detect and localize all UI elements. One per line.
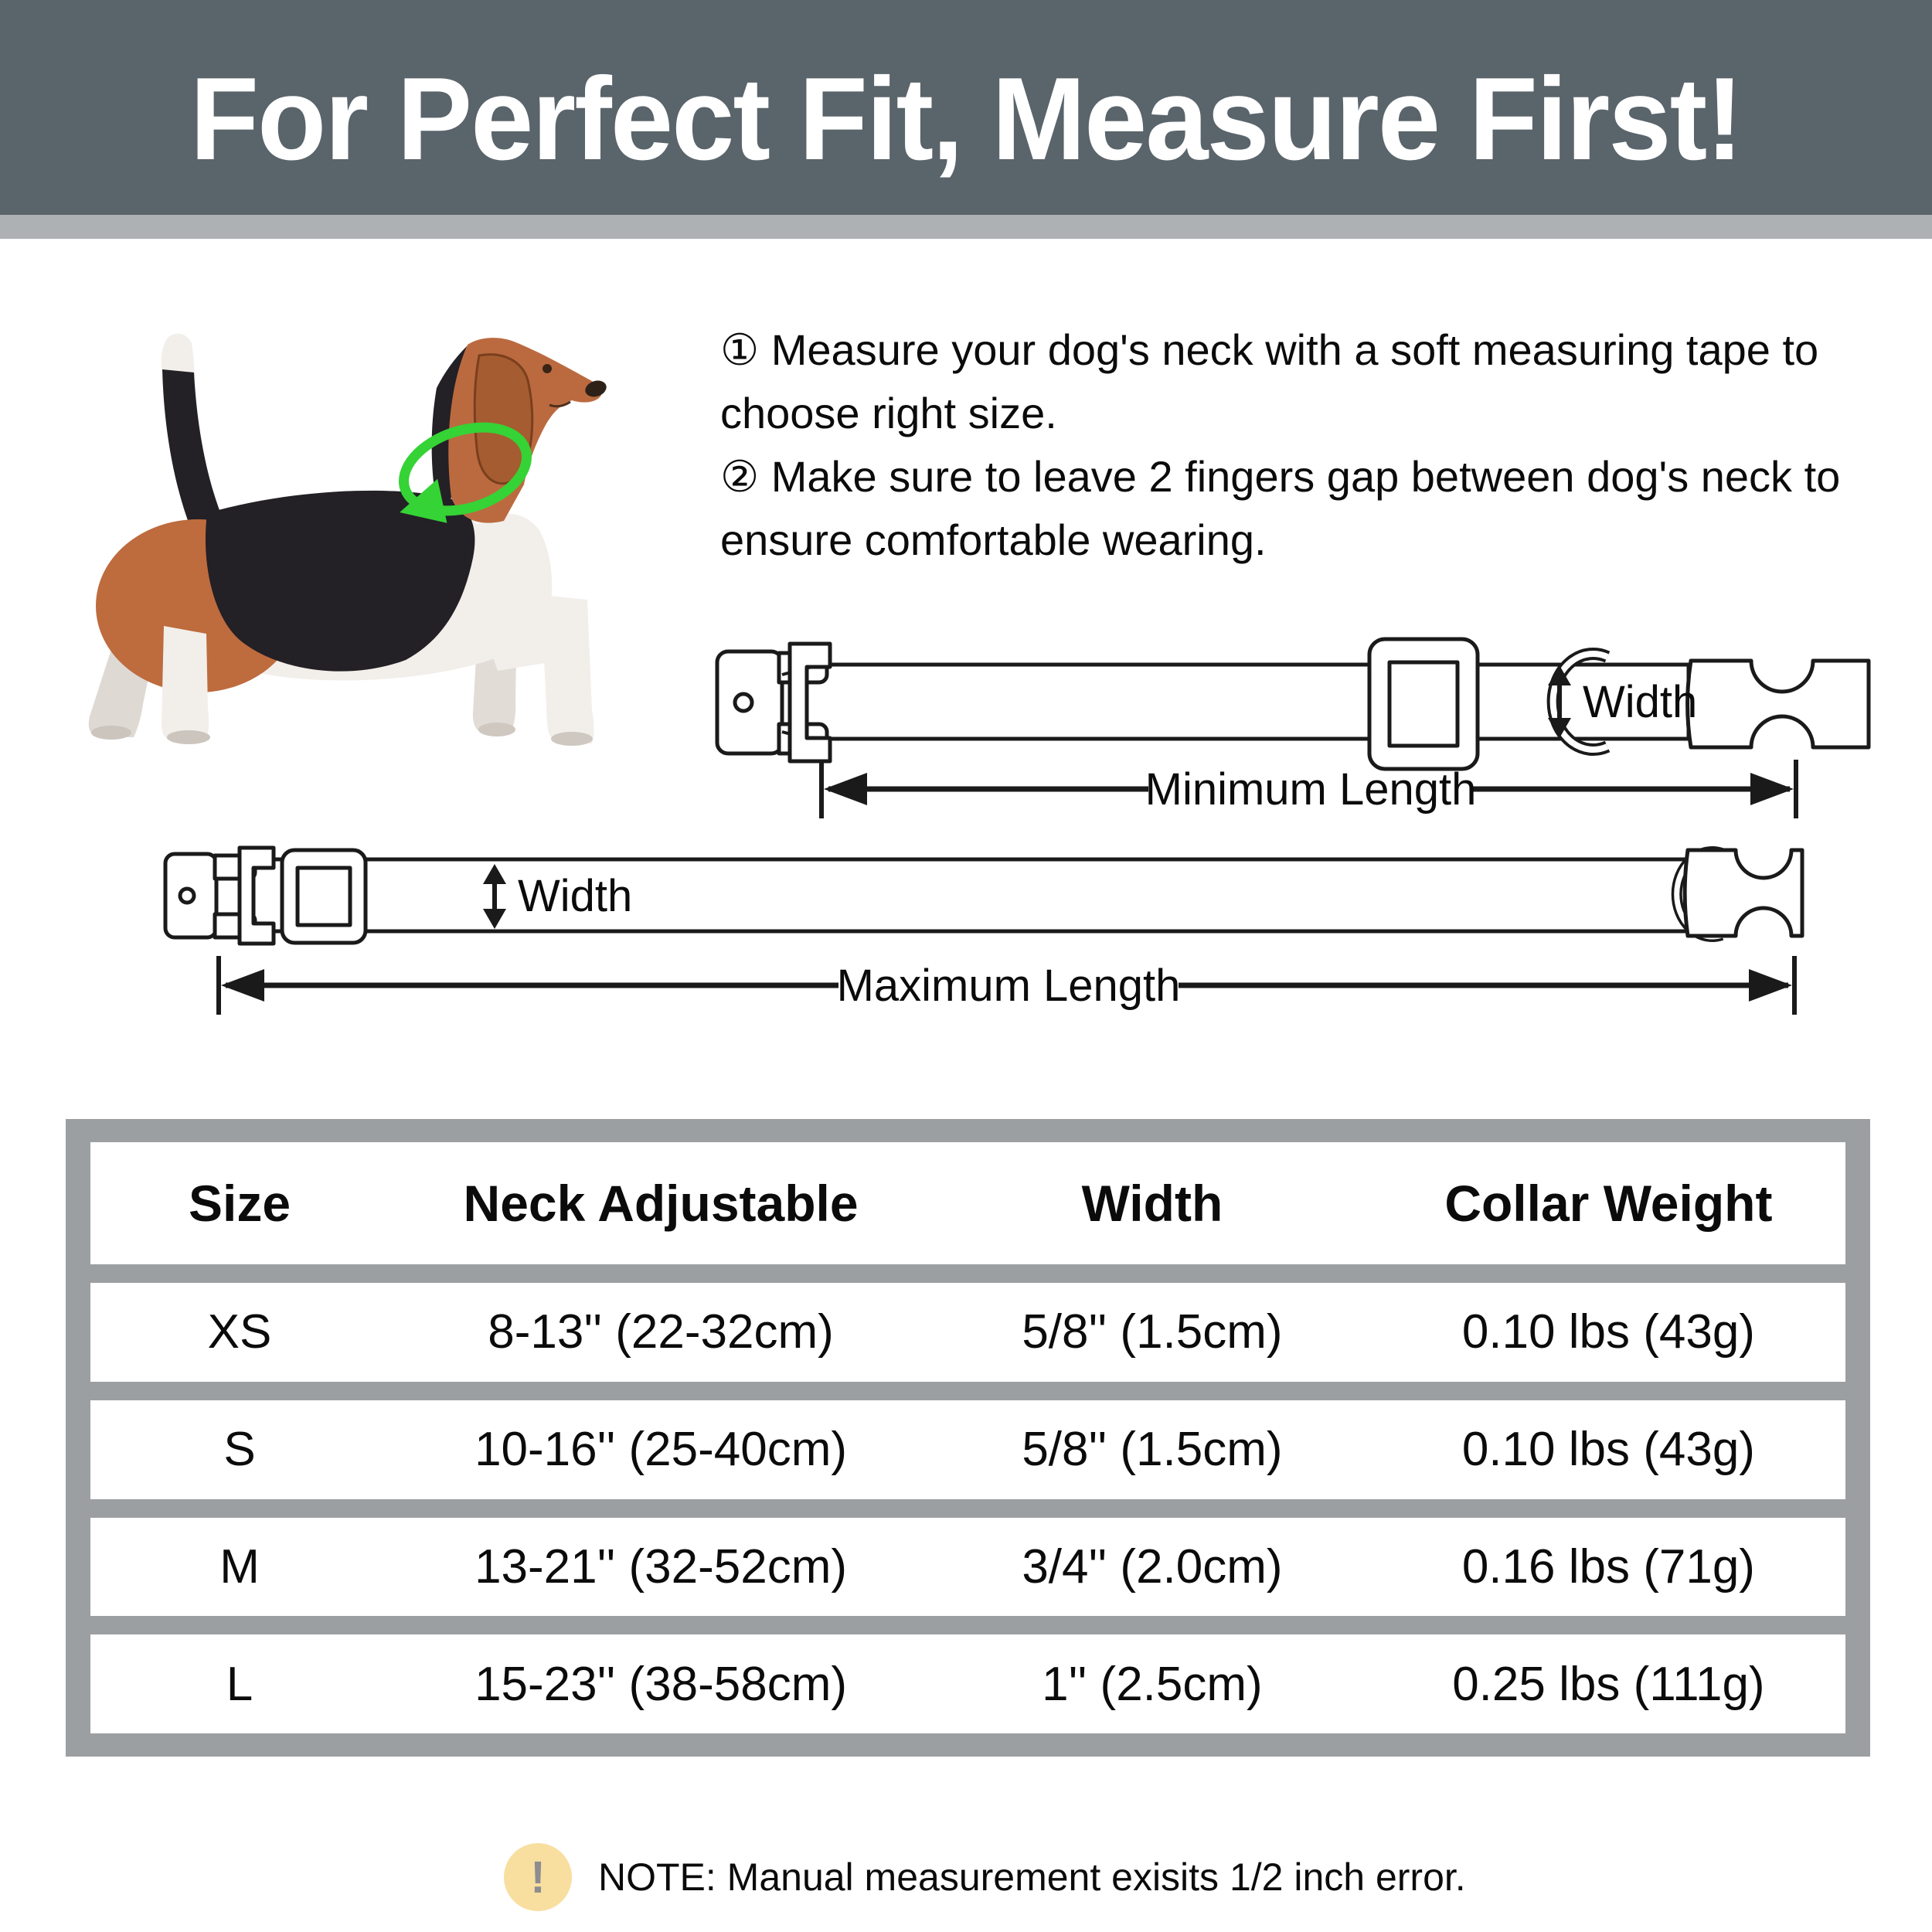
collar-strap xyxy=(801,662,1691,741)
page-title: For Perfect Fit, Measure First! xyxy=(189,53,1743,185)
cell-width: 5/8'' (1.5cm) xyxy=(1022,1305,1283,1359)
width-arrow xyxy=(1548,665,1571,738)
side-release-buckle-icon xyxy=(1685,658,1871,750)
instruction-step1-line1: ① Measure your dog's neck with a soft me… xyxy=(720,325,1819,374)
measuring-tape-icon xyxy=(398,422,532,523)
cell-weight: 0.10 lbs (43g) xyxy=(1461,1305,1755,1359)
buckle-icon xyxy=(163,845,276,946)
dog-tail-white-tip xyxy=(161,333,195,377)
header-neck-adjustable: Neck Adjustable xyxy=(463,1175,859,1232)
dog-tail xyxy=(162,369,225,529)
cell-size: M xyxy=(219,1539,260,1594)
cell-size: S xyxy=(223,1423,256,1477)
header-collar-weight: Collar Weight xyxy=(1444,1175,1773,1232)
max-width-label: Width xyxy=(518,871,632,921)
collar-diagram-minimum: Width Minimum Length xyxy=(715,637,1871,818)
maximum-length-label: Maximum Length xyxy=(837,961,1181,1011)
cell-neck: 10-16'' (25-40cm) xyxy=(474,1423,848,1477)
buckle-icon xyxy=(715,641,832,764)
cell-width: 5/8'' (1.5cm) xyxy=(1022,1423,1283,1477)
cell-neck: 15-23'' (38-58cm) xyxy=(474,1657,848,1711)
cell-weight: 0.25 lbs (111g) xyxy=(1452,1657,1765,1711)
size-table: Size Neck Adjustable Width Collar Weight… xyxy=(66,1119,1870,1757)
cell-size: XS xyxy=(207,1305,272,1359)
cell-size: L xyxy=(226,1657,253,1711)
cell-weight: 0.16 lbs (71g) xyxy=(1461,1539,1755,1594)
dog-mouth xyxy=(549,400,571,408)
header-banner: For Perfect Fit, Measure First! xyxy=(0,0,1932,215)
cell-neck: 8-13'' (22-32cm) xyxy=(488,1305,834,1359)
header-size: Size xyxy=(188,1175,291,1232)
minimum-length-arrow xyxy=(819,760,1798,818)
table-row-l: L 15-23'' (38-58cm) 1'' (2.5cm) 0.25 lbs… xyxy=(90,1634,1845,1733)
dog-front-near-leg xyxy=(541,595,594,743)
header-width: Width xyxy=(1081,1175,1223,1232)
table-row-xs: XS 8-13'' (22-32cm) 5/8'' (1.5cm) 0.10 l… xyxy=(90,1283,1845,1382)
maximum-length-arrow xyxy=(216,956,1797,1015)
collar-strap xyxy=(241,857,1706,934)
d-ring-icon xyxy=(1546,648,1611,756)
banner-strip xyxy=(0,215,1932,239)
cell-width: 3/4'' (2.0cm) xyxy=(1022,1539,1283,1594)
dog-chest xyxy=(475,513,553,671)
instruction-step1-line2: choose right size. xyxy=(720,389,1057,437)
cell-width: 1'' (2.5cm) xyxy=(1042,1657,1263,1711)
dog-eye xyxy=(543,364,552,373)
dog-saddle xyxy=(205,490,475,672)
minimum-length-label: Minimum Length xyxy=(1145,764,1477,815)
dog-illustration xyxy=(88,333,607,746)
slider-icon xyxy=(1367,637,1480,771)
table-header-row: Size Neck Adjustable Width Collar Weight xyxy=(90,1142,1845,1264)
instruction-step2-line2: ensure comfortable wearing. xyxy=(720,515,1267,564)
note-text: NOTE: Manual measurement exisits 1/2 inc… xyxy=(598,1855,1466,1899)
width-arrow xyxy=(483,864,506,929)
side-release-buckle-icon xyxy=(1682,848,1804,938)
cell-neck: 13-21'' (32-52cm) xyxy=(474,1539,848,1594)
dog-nose xyxy=(585,380,607,397)
note: ! NOTE: Manual measurement exisits 1/2 i… xyxy=(504,1843,1466,1911)
table-row-m: M 13-21'' (32-52cm) 3/4'' (2.0cm) 0.16 l… xyxy=(90,1517,1845,1617)
table-row-s: S 10-16'' (25-40cm) 5/8'' (1.5cm) 0.10 l… xyxy=(90,1400,1845,1499)
instruction-step2-line1: ② Make sure to leave 2 fingers gap betwe… xyxy=(720,452,1841,501)
dog-rear-near-leg xyxy=(162,626,209,742)
cell-weight: 0.10 lbs (43g) xyxy=(1461,1423,1755,1477)
instructions: ① Measure your dog's neck with a soft me… xyxy=(720,318,1840,572)
exclamation-icon: ! xyxy=(504,1843,572,1911)
slider-icon xyxy=(280,848,368,945)
collar-diagram-maximum: Width Maximum Length xyxy=(163,845,1804,1015)
min-width-label: Width xyxy=(1583,677,1697,727)
